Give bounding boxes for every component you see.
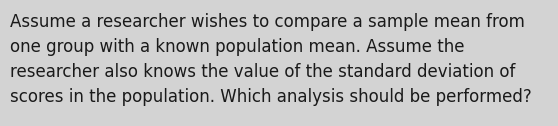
Text: Assume a researcher wishes to compare a sample mean from
one group with a known : Assume a researcher wishes to compare a … (10, 13, 532, 106)
